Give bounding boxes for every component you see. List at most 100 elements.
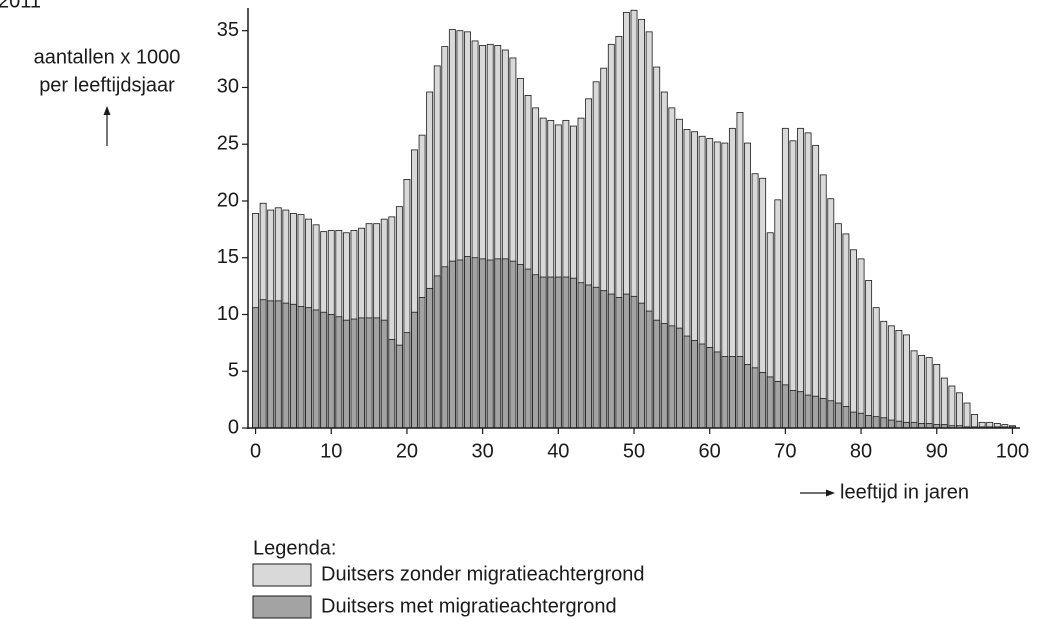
bar <box>797 127 804 429</box>
y-axis-label: aantallen x 1000 <box>34 46 181 68</box>
bar <box>956 392 963 429</box>
bar <box>282 302 290 429</box>
x-tick-label: 60 <box>699 440 721 462</box>
bar <box>834 223 842 429</box>
bar <box>252 307 259 429</box>
bar <box>698 343 706 429</box>
bar <box>305 307 312 429</box>
bar <box>789 140 797 429</box>
bar <box>486 259 494 429</box>
bar <box>342 319 350 429</box>
bar <box>887 419 895 429</box>
corner-label: 2011 <box>0 0 41 12</box>
bar <box>645 310 653 429</box>
bar <box>312 309 320 429</box>
bar <box>607 293 615 429</box>
bar <box>865 415 873 429</box>
bar <box>547 276 555 429</box>
bar <box>895 420 903 429</box>
bar <box>850 249 857 429</box>
bar <box>501 258 509 429</box>
bar <box>433 275 441 429</box>
bar <box>297 306 305 429</box>
bar <box>781 384 789 429</box>
bar <box>865 280 873 429</box>
bar <box>880 320 888 429</box>
bar <box>411 311 418 429</box>
bar <box>827 198 835 429</box>
x-tick-label: 80 <box>850 440 872 462</box>
bar <box>388 339 396 429</box>
y-tick-label: 25 <box>217 132 239 154</box>
arrowhead <box>103 106 111 115</box>
bar <box>403 332 411 429</box>
bar <box>812 144 820 429</box>
bar <box>539 276 547 429</box>
bar <box>554 276 562 429</box>
bar <box>509 260 517 429</box>
bar <box>903 334 910 429</box>
bar <box>759 371 767 429</box>
bar <box>623 293 630 429</box>
bar <box>925 357 933 429</box>
bar <box>819 398 827 429</box>
x-tick-label: 20 <box>396 440 418 462</box>
bar <box>948 385 956 429</box>
bar <box>895 329 903 429</box>
bar <box>456 259 464 429</box>
bar <box>600 290 608 429</box>
bar <box>751 367 759 429</box>
bar <box>827 400 835 429</box>
bar <box>940 377 948 429</box>
y-tick-label: 20 <box>217 189 239 211</box>
bar <box>373 317 381 429</box>
legend-label: Duitsers met migratieachtergrond <box>321 595 617 617</box>
bar <box>448 260 456 429</box>
bar <box>327 314 335 429</box>
bar <box>903 421 910 429</box>
bar <box>736 356 744 429</box>
bar <box>320 311 328 429</box>
bar <box>713 351 721 429</box>
y-tick-label: 0 <box>228 416 239 438</box>
bar <box>267 300 275 429</box>
y-tick-label: 15 <box>217 246 239 268</box>
legend-swatch <box>252 595 312 619</box>
bar <box>812 395 820 429</box>
y-tick-label: 10 <box>217 303 239 325</box>
legend-title: Legenda: <box>253 537 336 559</box>
bar <box>418 297 426 429</box>
bar <box>774 381 782 429</box>
bar <box>675 327 683 429</box>
bar <box>638 302 645 429</box>
bar <box>706 347 714 429</box>
legend-label: Duitsers zonder migratieachtergrond <box>321 563 645 585</box>
bar <box>872 307 880 429</box>
x-tick-label: 40 <box>547 440 569 462</box>
bar <box>842 233 850 429</box>
x-tick-label: 50 <box>623 440 645 462</box>
bar <box>532 274 540 429</box>
bar <box>797 391 804 429</box>
bar <box>630 295 638 429</box>
y-tick-label: 30 <box>217 76 239 98</box>
bar <box>918 354 926 429</box>
x-tick-label: 30 <box>472 440 494 462</box>
bar <box>857 258 865 429</box>
bar <box>804 132 812 429</box>
bar <box>653 319 661 429</box>
bar <box>562 276 570 429</box>
y-axis-label: per leeftijdsjaar <box>39 74 175 96</box>
bar <box>350 318 358 429</box>
bar <box>971 413 979 429</box>
y-tick-label: 5 <box>228 360 239 382</box>
bar <box>441 266 449 429</box>
bar <box>464 256 471 429</box>
x-tick-label: 10 <box>320 440 342 462</box>
bar <box>781 127 789 429</box>
bar <box>744 364 751 429</box>
bar <box>660 323 668 429</box>
bar <box>691 340 698 429</box>
bar <box>910 350 918 429</box>
bar <box>395 344 403 429</box>
